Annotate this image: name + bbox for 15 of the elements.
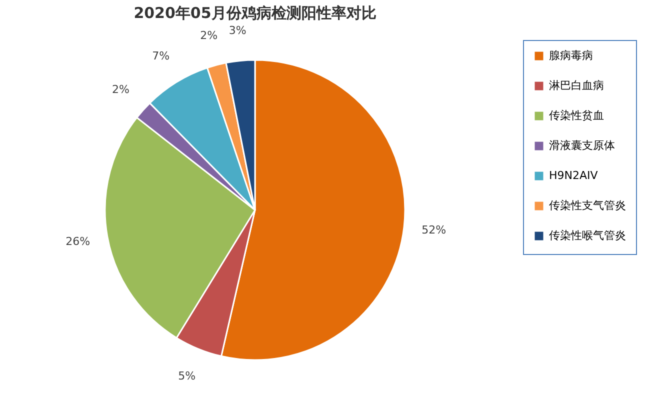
legend-label: 淋巴白血病 [549,79,604,92]
chart-title: 2020年05月份鸡病检测阳性率对比 [134,4,376,22]
data-label: 2% [112,83,130,96]
data-label: 3% [228,24,246,37]
data-label: 52% [422,223,446,236]
legend-label: 传染性喉气管炎 [549,229,626,242]
legend-label: 传染性贫血 [549,109,604,122]
legend-label: 滑液囊支原体 [549,139,615,152]
legend-label: H9N2AIV [549,169,598,182]
data-label: 26% [66,234,90,248]
legend-label: 腺病毒病 [549,49,593,62]
legend-label: 传染性支气管炎 [549,199,626,212]
data-label: 2% [200,29,218,42]
data-label: 7% [152,50,170,63]
data-label: 5% [178,370,196,383]
